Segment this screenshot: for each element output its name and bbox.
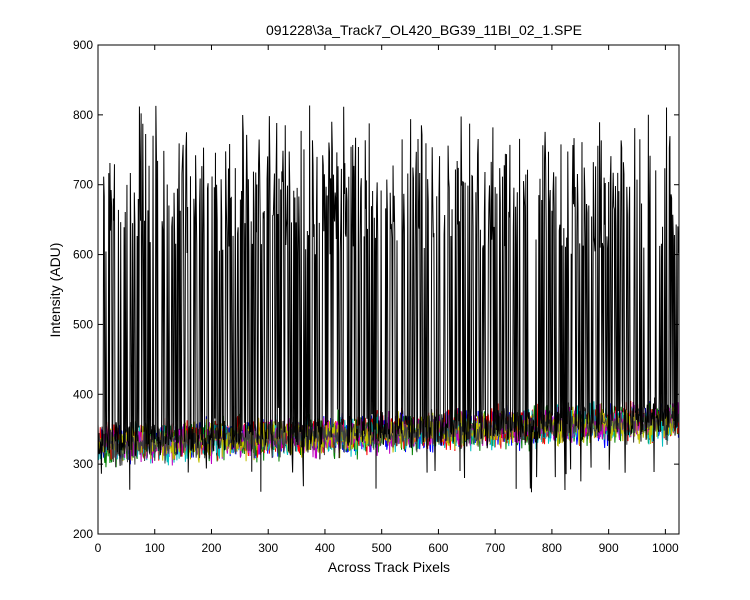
x-axis: 0 100 200 300 400 500 600 700 800 900 1000 [95, 45, 679, 555]
x-axis-label: Across Track Pixels [328, 559, 450, 575]
y-tick-label: 500 [73, 317, 93, 331]
x-tick-label: 200 [201, 541, 221, 555]
x-tick-label: 400 [315, 541, 335, 555]
y-tick-label: 800 [73, 108, 93, 122]
y-axis: 200 300 400 500 600 700 800 900 [73, 38, 679, 541]
x-tick-label: 100 [145, 541, 165, 555]
x-tick-label: 600 [428, 541, 448, 555]
y-tick-label: 700 [73, 178, 93, 192]
series-layer [97, 105, 679, 493]
y-axis-label: Intensity (ADU) [47, 243, 63, 338]
x-tick-label: 700 [485, 541, 505, 555]
series-line-8 [97, 105, 679, 493]
axes-box [97, 44, 680, 535]
y-tick-label: 200 [73, 527, 93, 541]
x-tick-label: 1000 [652, 541, 679, 555]
y-tick-label: 900 [73, 38, 93, 52]
y-tick-label: 400 [73, 387, 93, 401]
x-tick-label: 800 [542, 541, 562, 555]
x-tick-label: 500 [372, 541, 392, 555]
y-tick-label: 300 [73, 457, 93, 471]
y-tick-label: 600 [73, 248, 93, 262]
x-tick-label: 300 [258, 541, 278, 555]
x-tick-label: 0 [95, 541, 102, 555]
x-tick-label: 900 [599, 541, 619, 555]
chart-title: 091228\3a_Track7_OL420_BG39_11BI_02_1.SP… [266, 22, 582, 38]
